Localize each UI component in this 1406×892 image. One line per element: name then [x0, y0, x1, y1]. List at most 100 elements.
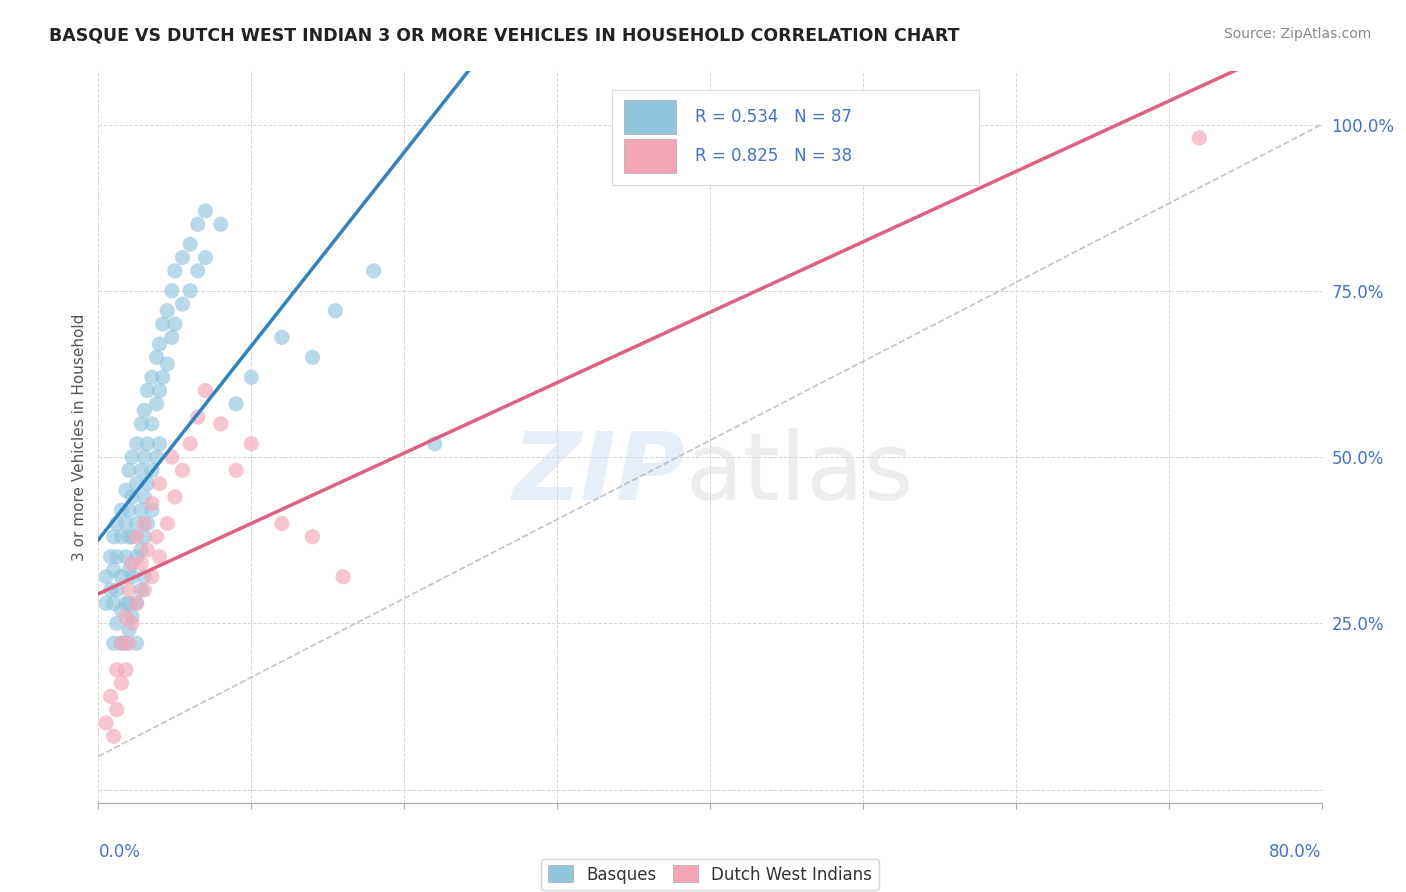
Point [105, 516, 128, 531]
Point [194, 251, 217, 265]
Point [136, 436, 159, 450]
Point [145, 450, 167, 464]
Point [187, 217, 209, 231]
Point [94, 596, 117, 610]
Point [172, 463, 194, 477]
Point [118, 563, 141, 577]
Point [160, 284, 183, 298]
Point [240, 370, 263, 384]
Point [160, 450, 183, 464]
Point [94, 570, 117, 584]
Point [121, 490, 143, 504]
Point [105, 549, 128, 564]
Point [100, 549, 122, 564]
Point [115, 549, 138, 564]
Point [187, 264, 209, 278]
Point [152, 317, 174, 331]
Point [145, 397, 167, 411]
Point [363, 264, 385, 278]
Point [194, 384, 217, 398]
Point [110, 570, 132, 584]
Point [94, 716, 117, 731]
Point [129, 557, 152, 571]
Point [134, 582, 156, 597]
Point [129, 503, 152, 517]
Point [141, 417, 163, 431]
Point [125, 530, 148, 544]
Point [179, 284, 201, 298]
Point [115, 636, 138, 650]
FancyBboxPatch shape [612, 90, 979, 185]
Point [163, 264, 186, 278]
Point [225, 463, 247, 477]
Point [194, 204, 217, 219]
FancyBboxPatch shape [624, 100, 676, 134]
Text: 0.0%: 0.0% [98, 843, 141, 861]
Point [118, 503, 141, 517]
Point [110, 603, 132, 617]
Point [225, 397, 247, 411]
Point [103, 530, 125, 544]
FancyBboxPatch shape [624, 139, 676, 173]
Point [156, 357, 179, 371]
Point [115, 596, 138, 610]
Point [141, 497, 163, 511]
Y-axis label: 3 or more Vehicles in Household: 3 or more Vehicles in Household [72, 313, 87, 561]
Point [121, 557, 143, 571]
Point [125, 636, 148, 650]
Point [136, 543, 159, 558]
Point [141, 463, 163, 477]
Point [118, 596, 141, 610]
Text: BASQUE VS DUTCH WEST INDIAN 3 OR MORE VEHICLES IN HOUSEHOLD CORRELATION CHART: BASQUE VS DUTCH WEST INDIAN 3 OR MORE VE… [49, 27, 960, 45]
Point [141, 503, 163, 517]
Point [129, 582, 152, 597]
Point [118, 623, 141, 637]
Point [149, 384, 172, 398]
Point [105, 703, 128, 717]
Point [209, 217, 232, 231]
Point [125, 436, 148, 450]
Point [125, 516, 148, 531]
Point [163, 317, 186, 331]
Point [145, 351, 167, 365]
Point [118, 530, 141, 544]
Point [105, 616, 128, 631]
Point [163, 490, 186, 504]
Point [172, 297, 194, 311]
Point [115, 516, 138, 531]
Legend: Basques, Dutch West Indians: Basques, Dutch West Indians [541, 859, 879, 890]
Point [118, 636, 141, 650]
Point [134, 516, 156, 531]
Point [136, 384, 159, 398]
Point [110, 636, 132, 650]
Point [136, 516, 159, 531]
Text: R = 0.534   N = 87: R = 0.534 N = 87 [696, 108, 852, 126]
Point [172, 251, 194, 265]
Point [121, 450, 143, 464]
Point [134, 450, 156, 464]
Point [301, 530, 323, 544]
Point [118, 463, 141, 477]
Text: Source: ZipAtlas.com: Source: ZipAtlas.com [1223, 27, 1371, 41]
Point [179, 237, 201, 252]
Point [149, 476, 172, 491]
Point [145, 530, 167, 544]
Point [209, 417, 232, 431]
Point [134, 490, 156, 504]
Point [136, 476, 159, 491]
Point [134, 530, 156, 544]
Point [332, 570, 354, 584]
Point [103, 563, 125, 577]
Point [160, 330, 183, 344]
Point [103, 596, 125, 610]
Point [149, 337, 172, 351]
Point [121, 530, 143, 544]
Point [149, 436, 172, 450]
Point [270, 330, 292, 344]
Point [110, 503, 132, 517]
Point [125, 596, 148, 610]
Text: 80.0%: 80.0% [1270, 843, 1322, 861]
Point [1188, 131, 1211, 145]
Point [141, 370, 163, 384]
Point [301, 351, 323, 365]
